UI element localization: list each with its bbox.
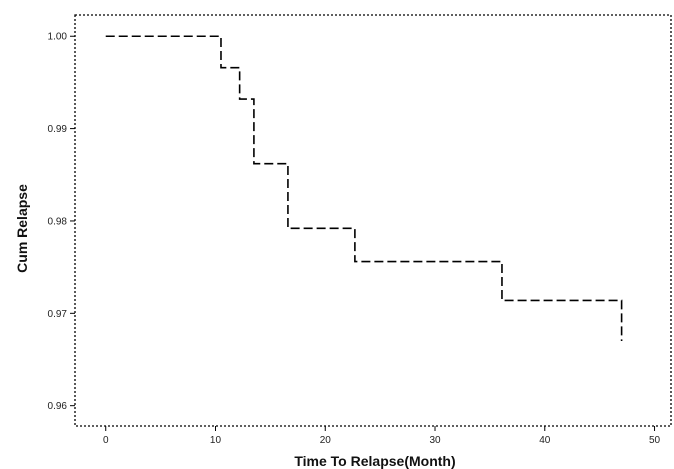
y-tick-label: 0.99 bbox=[48, 124, 68, 135]
x-tick-label: 0 bbox=[103, 435, 109, 446]
x-axis-ticks: 0 10 20 30 40 50 bbox=[103, 426, 661, 446]
x-tick-label: 20 bbox=[320, 435, 332, 446]
x-tick-label: 40 bbox=[539, 435, 551, 446]
survival-step-line bbox=[105, 35, 623, 342]
series-layer bbox=[105, 35, 623, 342]
x-tick-label: 30 bbox=[429, 435, 441, 446]
plot-frame bbox=[74, 14, 672, 427]
y-tick-label: 1.00 bbox=[48, 32, 68, 43]
y-axis-title: Cum Relapse bbox=[14, 184, 30, 273]
y-tick-label: 0.97 bbox=[48, 309, 68, 320]
x-axis-title: Time To Relapse(Month) bbox=[294, 453, 455, 469]
y-tick-label: 0.96 bbox=[48, 401, 68, 412]
y-tick-label: 0.98 bbox=[48, 216, 68, 227]
y-axis-ticks: 0.96 0.97 0.98 0.99 1.00 bbox=[48, 32, 75, 412]
x-tick-label: 10 bbox=[210, 435, 222, 446]
plot-border bbox=[74, 14, 672, 427]
x-tick-label: 50 bbox=[649, 435, 661, 446]
